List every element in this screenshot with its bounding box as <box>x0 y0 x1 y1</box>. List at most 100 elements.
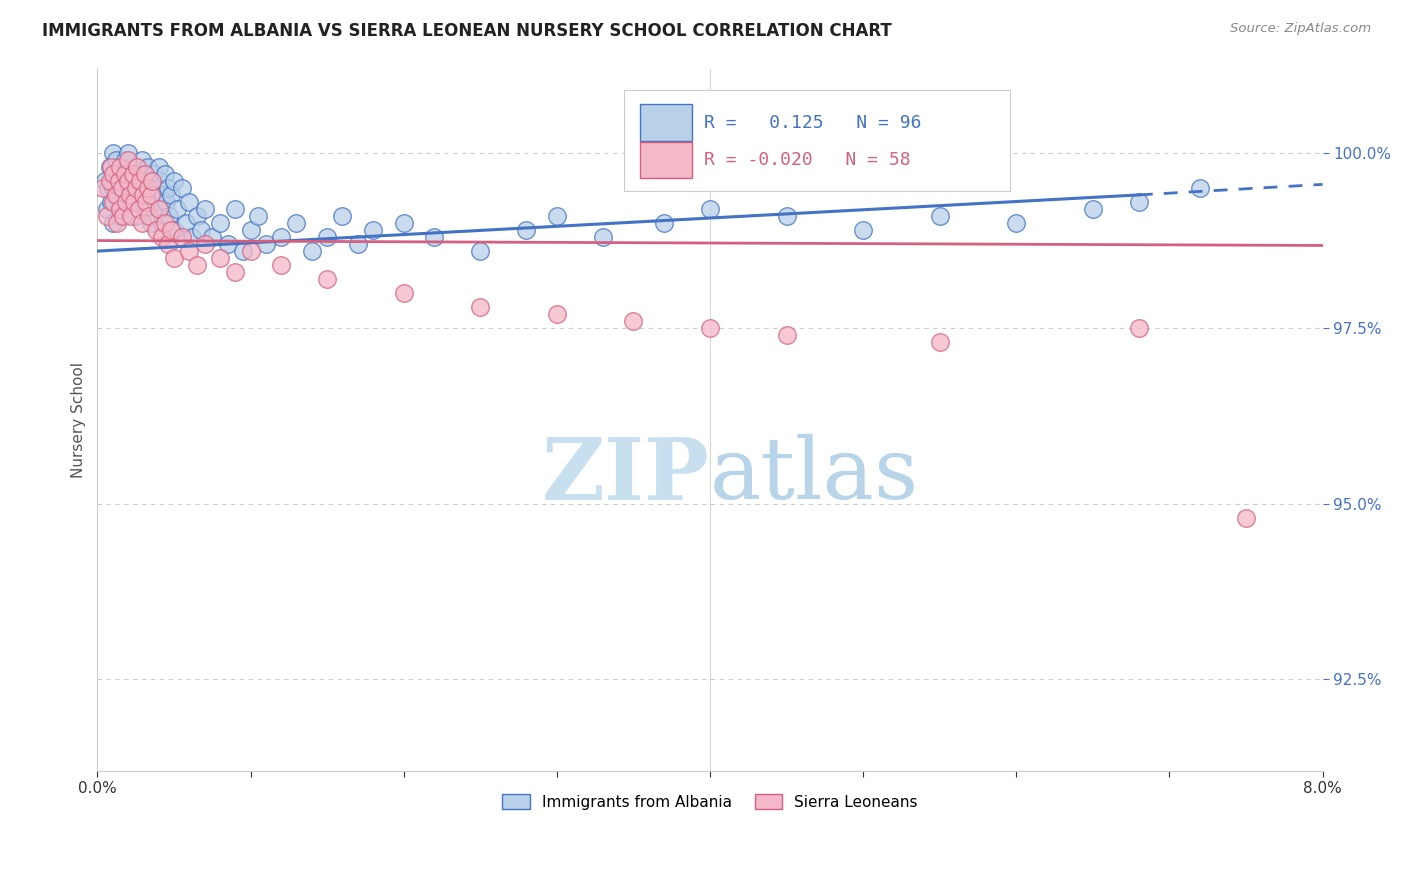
Point <box>153 216 176 230</box>
Point <box>128 202 150 216</box>
Point <box>141 188 163 202</box>
Point <box>112 188 135 202</box>
Point <box>699 202 721 216</box>
Point <box>115 194 138 209</box>
Point <box>131 216 153 230</box>
Point <box>96 209 118 223</box>
Point <box>156 237 179 252</box>
Point <box>112 209 135 223</box>
Point <box>138 194 160 209</box>
Point <box>316 230 339 244</box>
Point <box>699 321 721 335</box>
Text: R =   0.125   N = 96: R = 0.125 N = 96 <box>704 113 921 132</box>
Point <box>104 188 127 202</box>
Point <box>775 328 797 343</box>
Point <box>316 272 339 286</box>
Point <box>110 160 132 174</box>
Point <box>157 209 180 223</box>
Point <box>93 181 115 195</box>
Point <box>97 181 120 195</box>
Point <box>110 181 132 195</box>
Point <box>114 174 136 188</box>
Point <box>100 160 122 174</box>
Point <box>124 181 146 195</box>
Point <box>149 174 172 188</box>
Point <box>135 194 157 209</box>
Point <box>120 209 142 223</box>
Point <box>224 265 246 279</box>
Point <box>201 230 224 244</box>
Point <box>103 167 125 181</box>
Point <box>153 167 176 181</box>
Point <box>132 188 155 202</box>
Point <box>150 216 173 230</box>
Point <box>121 167 143 181</box>
Point <box>193 237 215 252</box>
Point <box>301 244 323 258</box>
Point <box>134 202 156 216</box>
Point <box>129 174 152 188</box>
Point <box>515 223 537 237</box>
Point <box>160 188 183 202</box>
Point <box>122 194 145 209</box>
Point <box>270 258 292 272</box>
Point <box>138 209 160 223</box>
Point <box>136 181 159 195</box>
Point <box>186 258 208 272</box>
Point <box>101 167 124 181</box>
Point <box>127 160 149 174</box>
Point <box>107 174 129 188</box>
Point <box>148 160 170 174</box>
Point <box>110 202 132 216</box>
Point <box>208 251 231 265</box>
Text: atlas: atlas <box>710 434 920 517</box>
Point <box>105 174 128 188</box>
Point <box>174 216 197 230</box>
Point <box>232 244 254 258</box>
Point <box>1128 321 1150 335</box>
Point <box>111 167 134 181</box>
Point <box>100 194 122 209</box>
Point <box>128 202 150 216</box>
Point <box>361 223 384 237</box>
Point <box>592 230 614 244</box>
Point <box>101 194 124 209</box>
Point <box>98 160 121 174</box>
Point <box>190 223 212 237</box>
Point <box>239 223 262 237</box>
Point <box>118 188 141 202</box>
Point <box>139 188 162 202</box>
Point <box>208 216 231 230</box>
Point <box>470 244 492 258</box>
Point <box>150 230 173 244</box>
Point <box>160 223 183 237</box>
Point <box>129 174 152 188</box>
Point <box>247 209 270 223</box>
Point <box>621 314 644 328</box>
Point <box>163 251 186 265</box>
Point <box>181 230 204 244</box>
Legend: Immigrants from Albania, Sierra Leoneans: Immigrants from Albania, Sierra Leoneans <box>496 788 924 815</box>
Point <box>122 188 145 202</box>
Point <box>170 181 193 195</box>
Point <box>179 244 201 258</box>
Point <box>120 194 142 209</box>
Point <box>139 216 162 230</box>
Point <box>124 209 146 223</box>
Point <box>224 202 246 216</box>
Text: Source: ZipAtlas.com: Source: ZipAtlas.com <box>1230 22 1371 36</box>
Point <box>1081 202 1104 216</box>
Point <box>136 160 159 174</box>
Point <box>101 181 124 195</box>
Point <box>101 216 124 230</box>
Point <box>117 174 139 188</box>
Point <box>101 145 124 160</box>
Point <box>423 230 446 244</box>
Point <box>132 188 155 202</box>
Text: ZIP: ZIP <box>543 434 710 517</box>
Point <box>1005 216 1028 230</box>
Point <box>146 181 169 195</box>
Point <box>239 244 262 258</box>
Point <box>118 174 141 188</box>
Point <box>163 223 186 237</box>
